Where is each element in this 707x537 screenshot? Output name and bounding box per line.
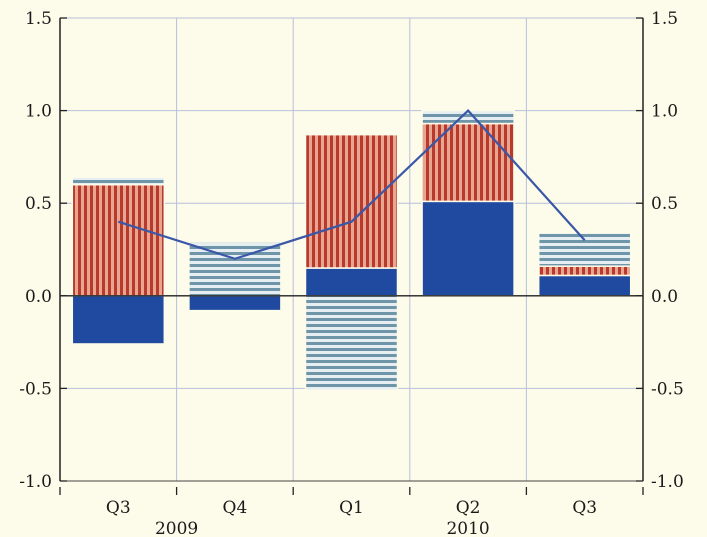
y-tick-label-left: 0.5 xyxy=(25,194,52,214)
labels: 1.5 1.5 1.0 1.0 0.5 0.5 0.0 0.0 -0.5 -0.5 -1.0 -1.0… xyxy=(19,9,684,537)
y-tick-label-left: -0.5 xyxy=(19,379,52,399)
x-tick-label: Q3 xyxy=(106,498,131,518)
y-tick-label-left: -1.0 xyxy=(19,472,52,492)
year-label: 2009 xyxy=(155,519,198,537)
bar-segment-horizontal-stripes xyxy=(71,176,166,186)
y-tick-label-right: -1.0 xyxy=(651,472,684,492)
bar-segment-horizontal-stripes xyxy=(188,241,282,297)
year-label: 2010 xyxy=(446,519,489,537)
x-tick-label: Q1 xyxy=(339,498,364,518)
bar-segment-solid xyxy=(188,295,282,312)
bar-segment-solid xyxy=(71,295,166,345)
y-tick-label-left: 1.0 xyxy=(25,102,52,122)
y-tick-label-right: -0.5 xyxy=(651,379,684,399)
axes xyxy=(59,17,644,495)
x-tick-label: Q3 xyxy=(572,498,597,518)
bar-segment-vertical-stripes xyxy=(537,265,632,277)
bar-segment-horizontal-stripes xyxy=(537,232,632,267)
y-tick-label-right: 0.5 xyxy=(651,194,678,214)
bar-segment-vertical-stripes xyxy=(421,122,515,203)
y-tick-label-right: 0.0 xyxy=(651,287,678,307)
bar-segment-vertical-stripes xyxy=(304,133,399,269)
bar-segment-solid xyxy=(421,200,515,297)
y-tick-label-left: 0.0 xyxy=(25,287,52,307)
y-tick-label-right: 1.0 xyxy=(651,102,678,122)
x-tick-label: Q2 xyxy=(456,498,481,518)
bar-segment-vertical-stripes xyxy=(71,183,166,297)
y-tick-label-right: 1.5 xyxy=(651,9,678,29)
line-series xyxy=(117,109,586,260)
bar-segment-horizontal-stripes xyxy=(421,109,515,125)
bar-segment-solid xyxy=(304,267,399,297)
y-tick-label-left: 1.5 xyxy=(25,9,52,29)
bar-segment-horizontal-stripes xyxy=(304,295,399,392)
x-tick-label: Q4 xyxy=(223,498,248,518)
bar-segment-solid xyxy=(537,274,632,297)
